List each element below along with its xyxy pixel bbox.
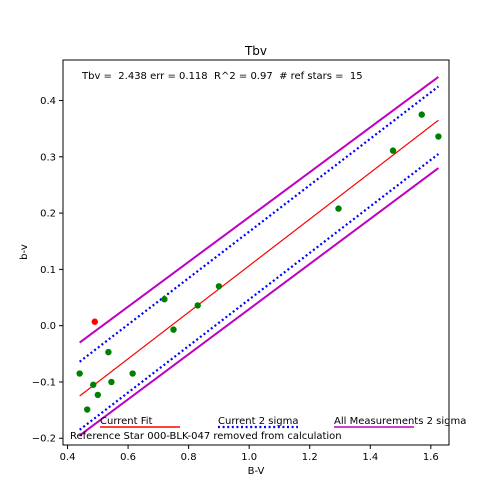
line-current-fit-0 (79, 119, 439, 397)
data-point-0-5 (108, 378, 115, 386)
legend-label-2: All Measurements 2 sigma (334, 416, 466, 427)
data-point-0-14 (435, 133, 442, 140)
data-point-0-13 (418, 111, 425, 118)
line-current-2-sigma-1 (78, 85, 440, 363)
y-axis-ticks: −0.2 −0.1 0.0 0.1 0.2 0.3 0.4 (32, 96, 63, 445)
y-tick-label: 0.0 (40, 321, 56, 332)
data-point-0-4 (105, 348, 112, 356)
plot-area-border (62, 59, 450, 446)
excluded-point-1-0 (91, 318, 98, 325)
chart-title: Tbv (244, 44, 267, 58)
annotation-text: Reference Star 000-BLK-047 removed from … (70, 431, 342, 442)
line-all-measurements-2-sigma-4 (79, 167, 440, 437)
data-point-0-12 (389, 147, 397, 154)
data-point-0-0 (76, 370, 83, 377)
data-point-0-11 (335, 205, 342, 212)
data-point-0-6 (129, 370, 136, 377)
y-tick-label: −0.1 (32, 377, 56, 388)
x-tick-label: 1.4 (362, 452, 378, 463)
data-point-0-8 (170, 326, 177, 333)
x-tick-label: 0.4 (60, 452, 76, 463)
y-tick-label: 0.3 (40, 152, 56, 163)
legend: Current Fit Current 2 sigma All Measuremen… (100, 416, 466, 429)
y-tick-label: 0.1 (40, 265, 56, 276)
y-tick-label: 0.2 (40, 209, 56, 220)
y-tick-label: 0.4 (40, 96, 56, 107)
x-axis-ticks: 0.4 0.6 0.8 1.0 1.2 1.4 1.6 (60, 445, 439, 463)
x-axis-label: B-V (248, 466, 265, 477)
data-points (76, 111, 442, 413)
data-point-0-2 (90, 381, 97, 388)
x-tick-label: 1.0 (241, 452, 257, 463)
y-tick-label: −0.2 (32, 434, 56, 445)
axes-frame (62, 59, 450, 446)
data-point-0-1 (84, 406, 91, 413)
x-tick-label: 0.8 (181, 452, 197, 463)
x-tick-label: 1.6 (423, 452, 439, 463)
line-all-measurements-2-sigma-3 (79, 76, 439, 344)
stats-text: Tbv = 2.438 err = 0.118 R^2 = 0.97 # ref… (81, 71, 363, 82)
legend-label-0: Current Fit (100, 416, 153, 427)
x-tick-label: 1.2 (302, 452, 318, 463)
legend-label-1: Current 2 sigma (218, 416, 298, 427)
data-point-0-10 (215, 283, 223, 290)
data-point-0-9 (194, 302, 201, 309)
data-point-0-3 (94, 391, 102, 399)
line-current-2-sigma-2 (78, 153, 440, 431)
x-tick-label: 0.6 (120, 452, 136, 463)
fit-lines (78, 76, 440, 437)
y-axis-label: b-v (19, 244, 30, 260)
data-point-0-7 (161, 296, 168, 303)
